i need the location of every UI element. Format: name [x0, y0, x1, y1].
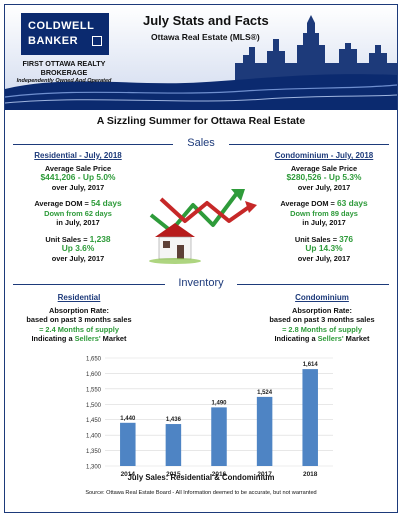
chart-caption: July Sales: Residential & Condominium: [127, 473, 275, 482]
bar-data-label: 1,440: [120, 416, 136, 422]
bar: [211, 407, 227, 466]
header: COLDWELL BANKER FIRST OTTAWA REALTY BROK…: [5, 5, 397, 110]
condominium-inventory-column: Condominium Absorption Rate: based on pa…: [257, 293, 387, 344]
condominium-unit-value: 376: [339, 233, 354, 244]
coldwell-banker-logo: COLDWELL BANKER: [21, 13, 109, 55]
brokerage-tagline: Independently Owned And Operated: [16, 78, 112, 84]
condominium-dom-value: 63 days: [336, 198, 368, 208]
condominium-sales-column: Condominium - July, 2018 Average Sale Pr…: [257, 151, 391, 263]
residential-avg-price-compare: over July, 2017: [51, 182, 105, 192]
residential-avg-price-value: $441,206 - Up 5.0%: [40, 172, 116, 182]
residential-inventory-heading: Residential: [57, 293, 101, 302]
y-tick-label: 1,400: [86, 434, 102, 440]
condominium-dom-compare: in July, 2017: [302, 218, 346, 227]
bar: [120, 422, 136, 466]
residential-unit-value: 1,238: [89, 233, 111, 244]
condominium-absorption-basis: based on past 3 months sales: [269, 315, 375, 324]
condominium-dom-down: Down from 89 days: [290, 208, 358, 218]
residential-market-line: Indicating a Sellers' Market: [19, 334, 139, 344]
x-tick-label: 2015: [166, 471, 181, 478]
residential-absorption-label: Absorption Rate:: [49, 305, 109, 315]
y-tick-label: 1,550: [86, 387, 102, 393]
logo-text-line1: COLDWELL: [28, 20, 95, 32]
residential-market-prefix: Indicating a: [31, 334, 75, 343]
y-tick-label: 1,350: [86, 449, 102, 455]
y-tick-label: 1,650: [86, 357, 102, 363]
bar-data-label: 1,436: [166, 417, 182, 423]
brokerage-line1: FIRST OTTAWA REALTY: [22, 59, 106, 68]
bar: [165, 424, 182, 466]
x-tick-label: 2014: [121, 471, 136, 478]
condominium-inventory-heading: Condominium: [295, 293, 349, 302]
condominium-market-prefix: Indicating a: [274, 334, 318, 343]
headline-banner: A Sizzling Summer for Ottawa Real Estate: [96, 115, 306, 127]
condominium-avg-price-label: Average Sale Price: [290, 163, 358, 173]
condominium-months-supply: = 2.8 Months of supply: [282, 324, 362, 334]
condominium-unit-compare: over July, 2017: [297, 253, 351, 263]
condominium-unit-up: Up 14.3%: [305, 243, 343, 253]
page-subtitle: Ottawa Real Estate (MLS®): [151, 32, 260, 42]
residential-unit-up: Up 3.6%: [61, 243, 95, 253]
source-footnote: Source: Ottawa Real Estate Board - All I…: [85, 490, 317, 496]
condominium-sales-heading: Condominium - July, 2018: [274, 151, 374, 160]
sales-section-title: Sales: [173, 137, 229, 149]
condominium-dom-line: Average DOM = 63 days: [257, 198, 391, 209]
residential-market-type: Sellers': [74, 334, 101, 343]
x-tick-label: 2016: [212, 471, 227, 478]
x-tick-label: 2017: [257, 471, 272, 478]
residential-sales-heading: Residential - July, 2018: [34, 151, 122, 160]
residential-sales-column: Residential - July, 2018 Average Sale Pr…: [13, 151, 143, 263]
condominium-dom-label: Average DOM =: [280, 199, 335, 208]
condominium-market-line: Indicating a Sellers' Market: [257, 334, 387, 344]
y-tick-label: 1,300: [86, 465, 102, 471]
condominium-unit-label: Unit Sales =: [294, 234, 338, 244]
brokerage-line2: BROKERAGE: [40, 68, 88, 77]
condominium-market-type: Sellers': [317, 334, 344, 343]
condominium-avg-price-compare: over July, 2017: [297, 182, 351, 192]
condominium-avg-price-value: $280,526 - Up 5.3%: [286, 172, 362, 182]
x-tick-label: 2018: [303, 471, 318, 478]
residential-unit-line: Unit Sales = 1,238: [13, 233, 143, 245]
residential-dom-value: 54 days: [90, 198, 122, 208]
residential-months-supply: = 2.4 Months of supply: [39, 324, 119, 334]
infographic-page: COLDWELL BANKER FIRST OTTAWA REALTY BROK…: [4, 4, 398, 513]
logo-text-line2: BANKER: [28, 35, 79, 47]
residential-unit-compare: over July, 2017: [51, 253, 105, 263]
logo-mark-icon: [92, 36, 102, 46]
y-tick-label: 1,600: [86, 372, 102, 378]
inventory-section-title: Inventory: [165, 277, 237, 289]
y-tick-label: 1,450: [86, 418, 102, 424]
residential-absorption-basis: based on past 3 months sales: [26, 315, 132, 324]
y-tick-label: 1,500: [86, 403, 102, 409]
residential-dom-line: Average DOM = 54 days: [13, 198, 143, 209]
bar-data-label: 1,490: [211, 400, 227, 406]
bar: [302, 369, 318, 466]
condominium-market-suffix: Market: [343, 334, 370, 343]
residential-inventory-column: Residential Absorption Rate: based on pa…: [19, 293, 139, 344]
bar: [256, 396, 273, 466]
residential-market-suffix: Market: [100, 334, 127, 343]
condominium-unit-line: Unit Sales = 376: [257, 233, 391, 245]
ottawa-skyline-graphic: [5, 5, 397, 110]
residential-avg-price-label: Average Sale Price: [44, 163, 112, 173]
bar-data-label: 1,524: [257, 390, 273, 396]
residential-dom-label: Average DOM =: [34, 199, 89, 208]
house-with-arrows-graphic: [149, 189, 257, 264]
residential-unit-label: Unit Sales =: [45, 234, 88, 244]
residential-dom-compare: in July, 2017: [56, 218, 100, 227]
bar-data-label: 1,614: [303, 362, 319, 368]
page-title: July Stats and Facts: [143, 13, 269, 28]
residential-dom-down: Down from 62 days: [44, 208, 112, 218]
july-sales-bar-chart: 1,300 1,350 1,400 1,450 1,500 1,550 1,600 1,650…: [86, 357, 333, 478]
brokerage-name: FIRST OTTAWA REALTY BROKERAGE Independen…: [9, 59, 119, 86]
condominium-absorption-label: Absorption Rate:: [292, 305, 352, 315]
